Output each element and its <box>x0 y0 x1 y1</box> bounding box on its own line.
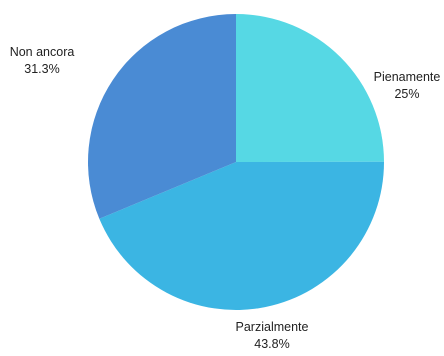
pie-slices <box>87 14 384 311</box>
slice-label: Pienamente <box>374 70 441 84</box>
slice-value-label: 43.8% <box>254 337 289 351</box>
pie-labels: Pienamente 25% Parzialmente 43.8% Non ancora… <box>10 45 441 351</box>
slice-value-label: 25% <box>394 87 419 101</box>
slice-label: Non ancora <box>10 45 75 59</box>
pie-slice-non-ancora <box>87 14 236 219</box>
slice-label: Parzialmente <box>236 320 309 334</box>
pie-slice-pienamente <box>236 14 384 162</box>
slice-value-label: 31.3% <box>24 62 59 76</box>
pie-slice-parzialmente <box>99 161 384 311</box>
